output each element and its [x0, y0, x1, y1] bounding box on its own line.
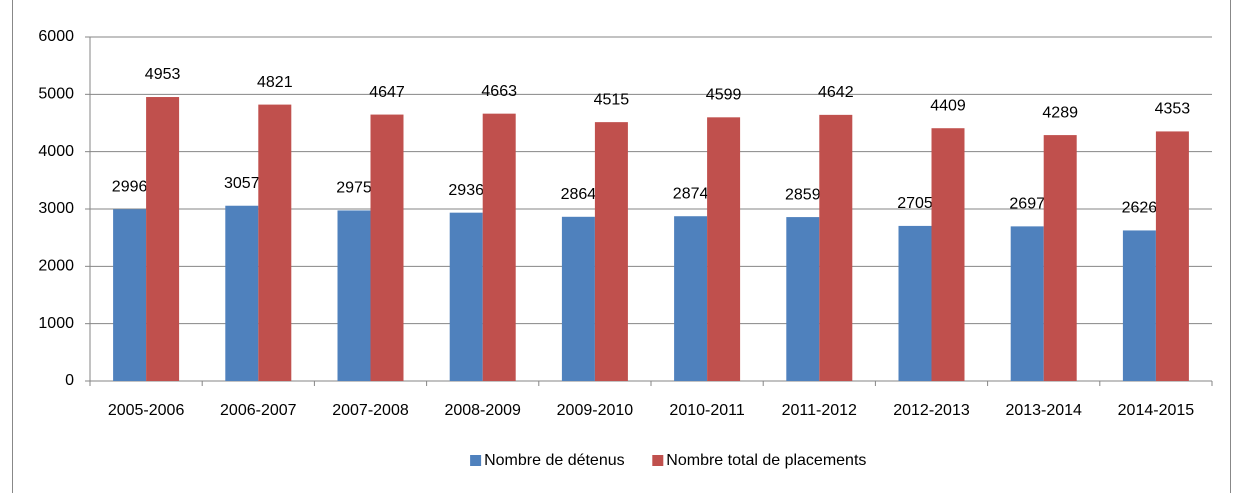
data-label: 4599: [706, 87, 742, 104]
x-tick-label: 2005-2006: [108, 402, 185, 419]
x-tick-label: 2012-2013: [893, 402, 970, 419]
bar: [1155, 131, 1189, 381]
x-tick-label: 2010-2011: [669, 402, 744, 419]
data-label: 2859: [785, 186, 821, 203]
bar: [819, 114, 853, 381]
data-label: 2936: [448, 182, 484, 199]
x-tick-label: 2009-2010: [557, 402, 634, 419]
data-label: 4515: [594, 91, 630, 108]
bar: [1122, 230, 1156, 381]
data-label: 2864: [561, 186, 597, 203]
bar: [1043, 135, 1077, 381]
y-tick-label: 4000: [38, 143, 74, 160]
legend-label: Nombre total de placements: [666, 452, 866, 469]
x-tick-label: 2014-2015: [1118, 402, 1195, 419]
bar: [482, 113, 516, 381]
x-tick-label: 2011-2012: [782, 402, 857, 419]
y-tick-label: 2000: [38, 258, 74, 275]
bar: [1010, 226, 1044, 381]
data-label: 3057: [224, 175, 260, 192]
data-label: 2996: [112, 178, 148, 195]
data-label: 4953: [145, 66, 181, 83]
bar: [225, 205, 259, 381]
x-tick-label: 2006-2007: [220, 402, 297, 419]
data-label: 2697: [1009, 196, 1045, 213]
data-label: 4663: [481, 83, 517, 100]
bar: [786, 217, 820, 381]
data-label: 2874: [673, 185, 709, 202]
bar: [594, 122, 628, 381]
bar: [898, 225, 932, 381]
x-tick-label: 2013-2014: [1005, 402, 1082, 419]
y-tick-label: 0: [65, 372, 74, 389]
legend-swatch: [470, 455, 482, 466]
y-tick-label: 6000: [38, 28, 74, 45]
bar: [370, 114, 404, 382]
legend-label: Nombre de détenus: [484, 452, 625, 469]
bar: [561, 216, 595, 381]
legend-swatch: [652, 455, 664, 466]
data-label: 4647: [369, 84, 405, 101]
bar: [449, 212, 483, 381]
bar: [258, 104, 292, 381]
data-label: 4821: [257, 74, 293, 91]
y-tick-label: 5000: [38, 86, 74, 103]
data-label: 4642: [818, 84, 854, 101]
bar: [931, 128, 965, 381]
data-label: 4289: [1042, 104, 1078, 121]
data-label: 4353: [1155, 101, 1191, 118]
bar: [674, 216, 708, 381]
x-tick-label: 2008-2009: [444, 402, 521, 419]
data-label: 4409: [930, 97, 966, 114]
data-label: 2626: [1122, 200, 1158, 217]
bar: [146, 97, 180, 381]
bar: [337, 210, 371, 381]
bar: [707, 117, 741, 381]
y-tick-label: 1000: [38, 315, 74, 332]
bar: [113, 209, 147, 381]
data-label: 2705: [897, 195, 933, 212]
y-tick-label: 3000: [38, 200, 74, 217]
data-label: 2975: [336, 180, 372, 197]
x-tick-label: 2007-2008: [332, 402, 409, 419]
